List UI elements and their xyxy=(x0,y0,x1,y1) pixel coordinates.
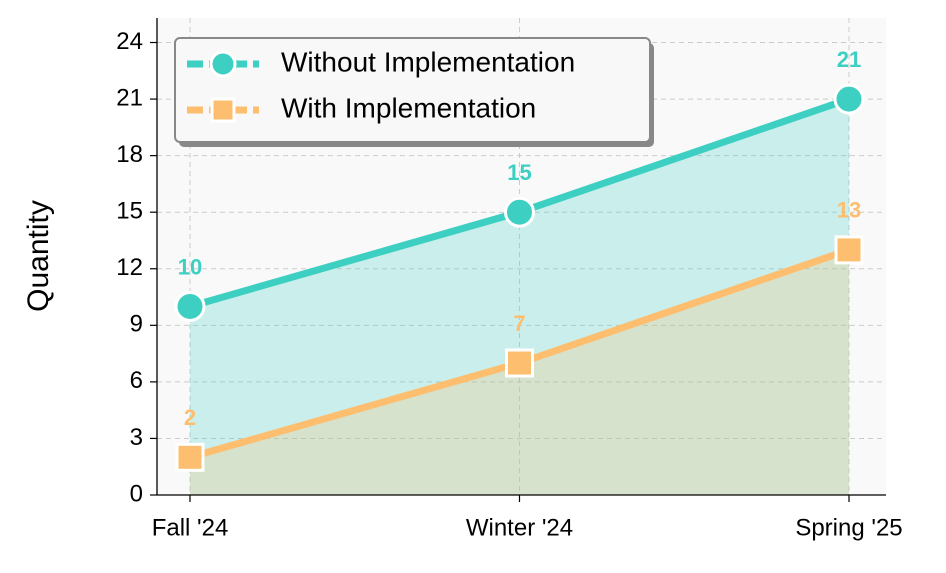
x-tick-label: Winter '24 xyxy=(466,514,573,541)
y-tick-label: 3 xyxy=(130,424,143,451)
marker xyxy=(505,348,534,378)
marker xyxy=(834,235,864,265)
legend-label: Without Implementation xyxy=(281,46,575,77)
y-axis-label: Quantity xyxy=(22,200,55,312)
legend-label: With Implementation xyxy=(281,92,536,123)
x-tick-label: Spring '25 xyxy=(795,514,902,541)
y-tick-label: 15 xyxy=(116,198,143,225)
legend-box xyxy=(174,37,651,143)
legend-marker xyxy=(209,50,237,78)
x-tick-label: Fall '24 xyxy=(152,514,229,541)
y-tick-label: 12 xyxy=(116,254,143,281)
data-label: 2 xyxy=(184,405,196,430)
y-tick-label: 18 xyxy=(116,141,143,168)
data-label: 21 xyxy=(837,47,861,72)
y-tick-label: 9 xyxy=(130,311,143,338)
y-tick-label: 6 xyxy=(130,367,143,394)
marker xyxy=(174,290,206,322)
data-label: 13 xyxy=(837,198,861,223)
data-label: 7 xyxy=(513,311,525,336)
legend: Without Implementation With Implementatio… xyxy=(174,37,654,147)
y-tick-label: 21 xyxy=(116,84,143,111)
y-tick-label: 24 xyxy=(116,28,143,55)
marker xyxy=(175,442,205,472)
y-tick-label: 0 xyxy=(130,480,143,507)
data-label: 10 xyxy=(178,254,202,279)
marker xyxy=(504,196,535,228)
legend-marker xyxy=(210,97,236,123)
data-label: 15 xyxy=(507,160,531,185)
marker xyxy=(833,83,865,115)
area xyxy=(190,99,849,496)
